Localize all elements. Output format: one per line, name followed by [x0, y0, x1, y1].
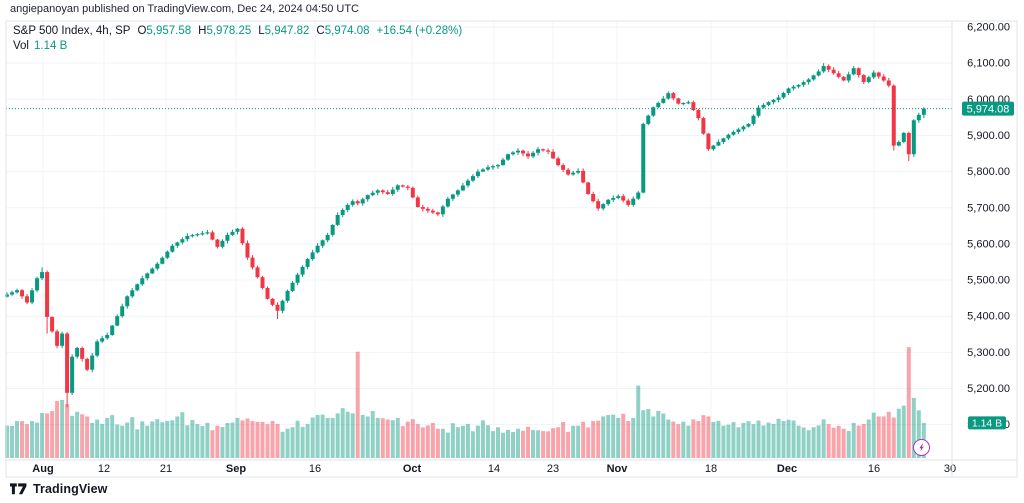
footer-brand[interactable]: TradingView [10, 482, 108, 496]
attribution-text: angiepanoyan published on TradingView.co… [10, 3, 359, 15]
svg-text:12: 12 [98, 463, 110, 475]
svg-text:Oct: Oct [403, 463, 422, 475]
svg-text:5,400.00: 5,400.00 [967, 311, 1010, 323]
volume-label: Vol [13, 40, 29, 52]
open-value: O5,957.58 [137, 25, 192, 37]
gridlines [6, 21, 952, 460]
last-price-badge: 5,974.08 [962, 101, 1014, 116]
lightning-icon [919, 443, 924, 452]
chart-frame [5, 20, 1018, 478]
svg-text:6,100.00: 6,100.00 [967, 58, 1010, 70]
time-axis[interactable]: Aug 12 21 Sep 16 Oct 14 23 Nov 18 Dec 16 30 [32, 463, 956, 475]
svg-text:23: 23 [547, 463, 559, 475]
last-volume-badge: 1.14 B [968, 416, 1006, 430]
svg-text:6,200.00: 6,200.00 [967, 22, 1010, 34]
change-value: +16.54 (+0.28%) [376, 25, 463, 37]
brand-name: TradingView [33, 482, 108, 496]
high-value: H5,978.25 [198, 25, 252, 37]
svg-text:5,600.00: 5,600.00 [967, 238, 1010, 250]
chart-legend[interactable]: S&P 500 Index, 4h, SP O5,957.58 H5,978.25 L… [13, 24, 462, 54]
svg-text:5,900.00: 5,900.00 [967, 130, 1010, 142]
svg-text:Nov: Nov [607, 463, 629, 475]
lightning-badge-button[interactable] [913, 439, 930, 456]
legend-volume-row: Vol 1.14 B [13, 39, 462, 54]
volume-series [5, 347, 926, 458]
price-axis[interactable]: 6,200.006,100.006,000.005,900.005,800.00… [967, 22, 1010, 432]
svg-text:Aug: Aug [32, 463, 53, 475]
svg-text:Sep: Sep [226, 463, 246, 475]
volume-value: 1.14 B [34, 40, 68, 52]
svg-text:5,974.08: 5,974.08 [967, 103, 1010, 115]
svg-text:1.14 B: 1.14 B [972, 417, 1002, 429]
svg-text:5,800.00: 5,800.00 [967, 166, 1010, 178]
svg-text:5,200.00: 5,200.00 [967, 383, 1010, 395]
svg-text:16: 16 [309, 463, 321, 475]
svg-text:5,700.00: 5,700.00 [967, 202, 1010, 214]
svg-text:21: 21 [160, 463, 172, 475]
svg-text:30: 30 [944, 463, 956, 475]
legend-ohlc-row: S&P 500 Index, 4h, SP O5,957.58 H5,978.25 L… [13, 24, 462, 39]
svg-text:5,300.00: 5,300.00 [967, 347, 1010, 359]
svg-text:Dec: Dec [777, 463, 797, 475]
svg-text:16: 16 [868, 463, 880, 475]
close-value: C5,974.08 [316, 25, 370, 37]
symbol-title[interactable]: S&P 500 Index, 4h, SP [13, 25, 131, 37]
svg-text:5,500.00: 5,500.00 [967, 275, 1010, 287]
svg-text:18: 18 [705, 463, 717, 475]
candlestick-series[interactable] [5, 63, 926, 408]
svg-text:14: 14 [488, 463, 500, 475]
low-value: L5,947.82 [258, 25, 310, 37]
tradingview-logo-icon [10, 483, 27, 495]
